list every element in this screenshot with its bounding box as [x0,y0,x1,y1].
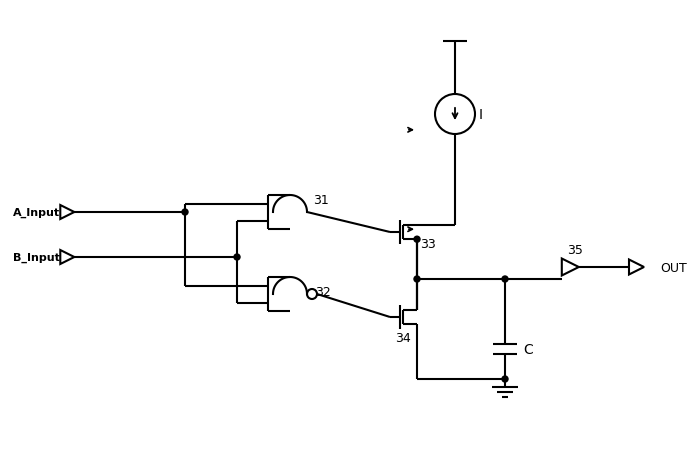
Text: 33: 33 [420,238,436,251]
Text: I: I [479,108,483,122]
Text: 31: 31 [313,194,329,207]
Text: 32: 32 [315,286,331,299]
Text: OUT: OUT [660,261,687,274]
Text: 35: 35 [567,243,583,256]
Text: C: C [523,342,532,356]
Circle shape [414,276,420,283]
Circle shape [502,376,508,382]
Circle shape [414,237,420,243]
Text: B_Input: B_Input [13,253,60,263]
Text: A_Input: A_Input [13,207,60,217]
Circle shape [182,210,188,216]
Circle shape [502,276,508,283]
Circle shape [234,254,240,260]
Text: 34: 34 [395,331,411,344]
